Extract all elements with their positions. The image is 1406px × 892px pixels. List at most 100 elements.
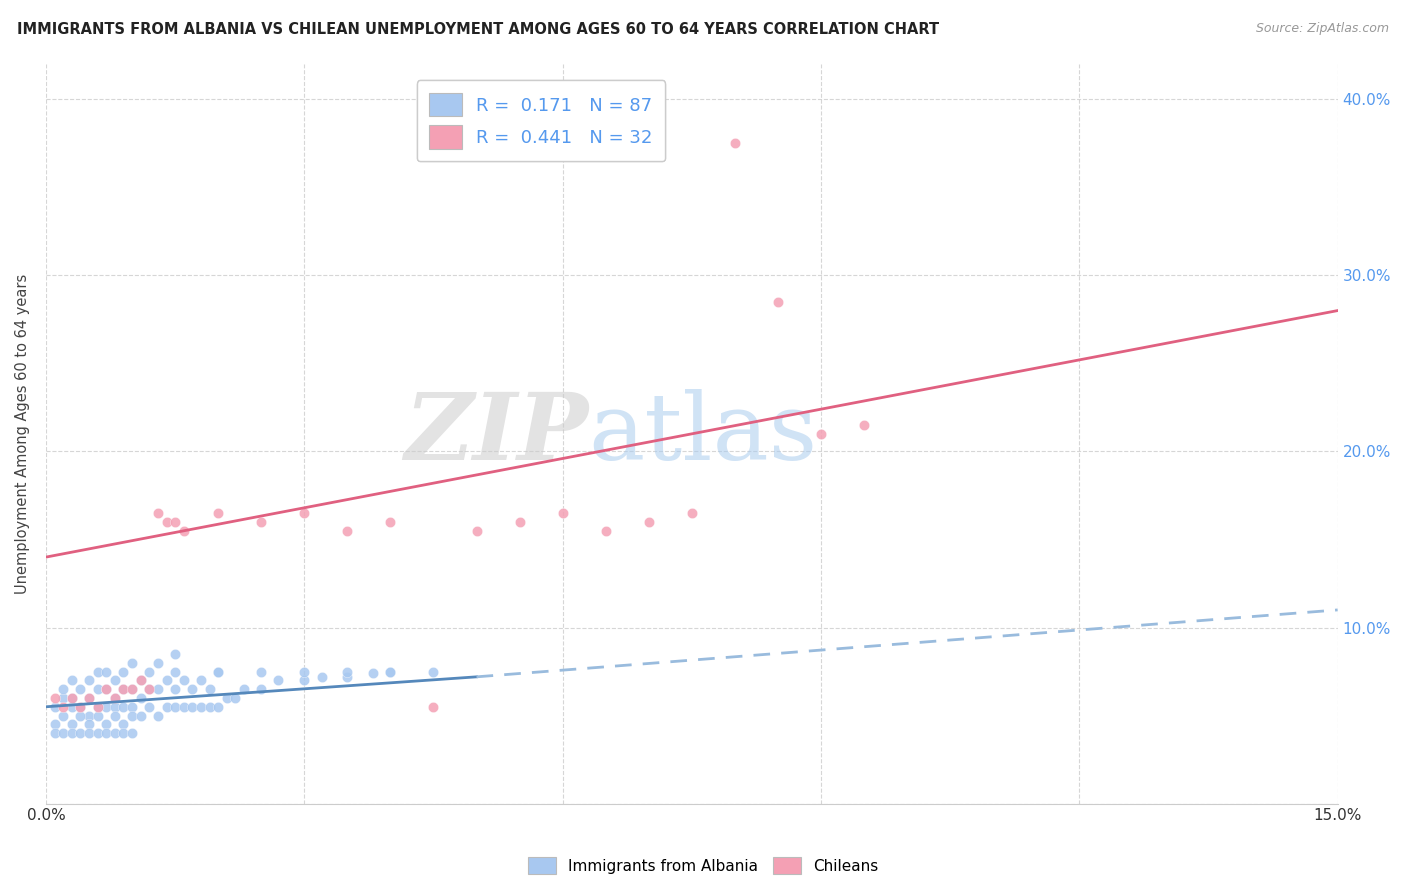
Point [173,673,195,688]
Point [311,670,333,684]
Point [52,690,75,705]
Point [52,682,75,697]
Point [52,726,75,740]
Point [465,524,488,538]
Point [551,506,574,520]
Text: IMMIGRANTS FROM ALBANIA VS CHILEAN UNEMPLOYMENT AMONG AGES 60 TO 64 YEARS CORREL: IMMIGRANTS FROM ALBANIA VS CHILEAN UNEMP… [17,22,939,37]
Y-axis label: Unemployment Among Ages 60 to 64 years: Unemployment Among Ages 60 to 64 years [15,274,30,594]
Point [380,665,402,679]
Point [77,717,100,731]
Point [181,682,204,697]
Point [86,708,108,723]
Point [250,515,273,529]
Text: ZIP: ZIP [404,389,589,479]
Point [112,682,135,697]
Point [165,699,187,714]
Point [112,717,135,731]
Point [165,665,187,679]
Point [380,515,402,529]
Point [292,665,315,679]
Point [681,506,703,520]
Point [44,726,66,740]
Point [86,699,108,714]
Point [146,682,169,697]
Point [509,515,531,529]
Point [104,673,127,688]
Point [96,726,118,740]
Point [250,665,273,679]
Point [121,726,143,740]
Point [336,670,359,684]
Point [207,665,229,679]
Point [422,665,444,679]
Point [207,506,229,520]
Point [44,717,66,731]
Text: Source: ZipAtlas.com: Source: ZipAtlas.com [1256,22,1389,36]
Point [104,690,127,705]
Point [69,708,91,723]
Point [86,665,108,679]
Point [138,682,160,697]
Point [60,726,83,740]
Point [165,682,187,697]
Point [77,673,100,688]
Point [69,699,91,714]
Point [146,656,169,670]
Point [292,506,315,520]
Point [422,699,444,714]
Point [198,699,221,714]
Text: atlas: atlas [589,389,818,479]
Point [173,524,195,538]
Point [121,682,143,697]
Point [138,665,160,679]
Point [267,673,290,688]
Point [129,708,152,723]
Point [121,656,143,670]
Point [44,699,66,714]
Point [233,682,256,697]
Point [96,665,118,679]
Point [138,682,160,697]
Point [380,665,402,679]
Point [69,699,91,714]
Point [292,673,315,688]
Point [96,682,118,697]
Point [165,647,187,661]
Point [336,524,359,538]
Point [86,699,108,714]
Point [138,699,160,714]
Point [96,682,118,697]
Point [129,690,152,705]
Point [207,699,229,714]
Point [69,682,91,697]
Point [595,524,617,538]
Point [112,699,135,714]
Point [853,417,876,432]
Point [155,673,177,688]
Point [69,726,91,740]
Point [60,690,83,705]
Point [207,665,229,679]
Point [112,726,135,740]
Point [112,665,135,679]
Point [104,726,127,740]
Point [60,690,83,705]
Point [44,690,66,705]
Point [198,682,221,697]
Point [766,294,789,309]
Point [104,708,127,723]
Point [77,726,100,740]
Point [155,515,177,529]
Point [52,708,75,723]
Point [104,699,127,714]
Point [86,726,108,740]
Point [810,426,832,441]
Point [96,717,118,731]
Point [336,665,359,679]
Point [181,699,204,714]
Point [250,682,273,697]
Point [361,666,384,681]
Point [104,690,127,705]
Point [146,506,169,520]
Point [129,673,152,688]
